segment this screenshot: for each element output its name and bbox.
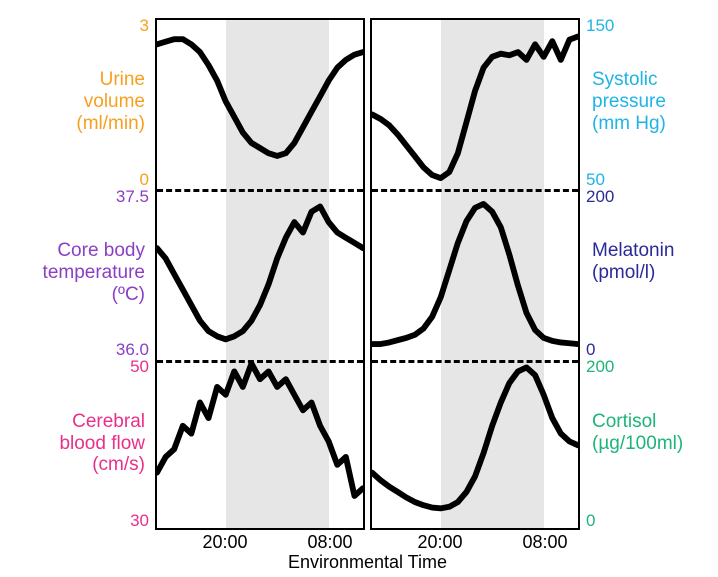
- melatonin-ytick-top: 200: [586, 187, 636, 207]
- physio-circadian-figure: Urinevolume(ml/min)30Systolicpressure(mm…: [0, 0, 718, 577]
- cortisol-ytick-bottom: 0: [586, 511, 636, 531]
- series-curve: [157, 20, 363, 528]
- core-body-temperature-axis-label: Core bodytemperature(ºC): [5, 240, 145, 306]
- x-tick-label: 20:00: [195, 532, 255, 553]
- cerebral-blood-flow-ytick-bottom: 30: [103, 511, 149, 531]
- urine-volume-axis-label: Urinevolume(ml/min): [5, 69, 145, 135]
- core-body-temperature-ytick-top: 37.5: [103, 187, 149, 207]
- series-curve: [372, 20, 578, 528]
- x-axis-title: Environmental Time: [155, 552, 580, 573]
- chart-column: [155, 18, 365, 530]
- cerebral-blood-flow-axis-label: Cerebralblood flow(cm/s): [5, 411, 145, 477]
- cerebral-blood-flow-ytick-top: 50: [103, 357, 149, 377]
- chart-column: [370, 18, 580, 530]
- urine-volume-ytick-top: 3: [103, 16, 149, 36]
- x-tick-label: 20:00: [410, 532, 470, 553]
- cortisol-ytick-top: 200: [586, 357, 636, 377]
- melatonin-axis-label: Melatonin(pmol/l): [592, 240, 718, 284]
- cortisol-axis-label: Cortisol(µg/100ml): [592, 411, 718, 455]
- systolic-pressure-axis-label: Systolicpressure(mm Hg): [592, 69, 718, 135]
- systolic-pressure-ytick-top: 150: [586, 16, 636, 36]
- x-tick-label: 08:00: [515, 532, 575, 553]
- x-tick-label: 08:00: [300, 532, 360, 553]
